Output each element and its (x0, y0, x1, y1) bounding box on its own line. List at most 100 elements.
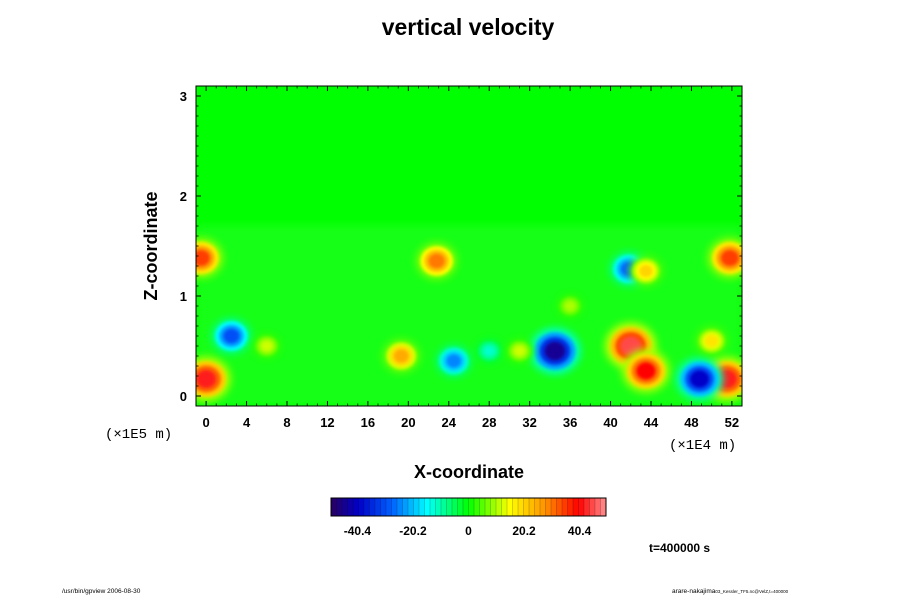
y-tick-label: 3 (180, 89, 187, 104)
x-tick-label: 4 (243, 415, 251, 430)
colorbar-cell (589, 498, 596, 516)
field-feature (556, 294, 584, 318)
x-tick-label: 52 (725, 415, 739, 430)
field-feature (529, 327, 581, 375)
colorbar-cell (441, 498, 447, 516)
colorbar-cell (556, 498, 563, 516)
footer-author: arare-nakajima (672, 588, 716, 595)
feature-contour (223, 328, 240, 344)
colorbar-tick-label: -20.2 (399, 524, 427, 538)
colorbar-cell (402, 498, 409, 516)
feature-contour (636, 362, 656, 380)
colorbar-cell (540, 498, 546, 516)
colorbar-cell (435, 498, 442, 516)
colorbar-cell (578, 498, 585, 516)
field-feature (435, 344, 473, 378)
colorbar-cell (347, 498, 354, 516)
colorbar-cell (446, 498, 453, 516)
colorbar-cell (336, 498, 343, 516)
y-scale-label: (×1E5 m) (105, 427, 172, 443)
colorbar-cell (518, 498, 524, 516)
feature-contour (196, 249, 210, 267)
field-feature (252, 333, 281, 359)
colorbar-cell (595, 498, 601, 516)
x-tick-label: 48 (684, 415, 698, 430)
feature-contour (639, 264, 653, 278)
x-scale-label: (×1E4 m) (669, 438, 736, 454)
colorbar-cell (562, 498, 568, 516)
footer-source: arare-nakajima03_Kessler_TF5.nc@VelZ,t=4… (672, 588, 788, 595)
field-feature (211, 317, 252, 355)
colorbar-cell (496, 498, 502, 516)
x-tick-label: 0 (202, 415, 209, 430)
colorbar-cell (584, 498, 590, 516)
colorbar-cell (468, 498, 475, 516)
field-feature (622, 349, 670, 393)
feature-contour (393, 349, 409, 363)
x-tick-label: 12 (320, 415, 334, 430)
y-tick-label: 2 (180, 189, 187, 204)
field-feature (196, 237, 224, 279)
x-tick-label: 44 (644, 415, 659, 430)
feature-contour (544, 341, 566, 361)
colorbar-cell (419, 498, 425, 516)
colorbar-cell (364, 498, 370, 516)
x-axis-label: X-coordinate (414, 462, 524, 482)
colorbar-cell (342, 498, 348, 516)
colorbar-cell (512, 498, 519, 516)
colorbar-cell (551, 498, 557, 516)
feature-layer (196, 237, 742, 402)
colorbar-cell (457, 498, 464, 516)
colorbar-cell (397, 498, 403, 516)
field-feature (707, 237, 742, 279)
colorbar-cell (358, 498, 365, 516)
colorbar-tick-label: 0 (465, 524, 472, 538)
y-axis-label: Z-coordinate (141, 191, 161, 300)
colorbar-cell (386, 498, 392, 516)
feature-contour (483, 345, 495, 357)
colorbar-cell (567, 498, 574, 516)
colorbar-tick-label: 40.4 (568, 524, 592, 538)
colorbar-cell (600, 498, 607, 516)
feature-contour (705, 335, 719, 347)
feature-contour (446, 354, 462, 368)
feature-contour (564, 301, 576, 311)
field-feature (675, 357, 724, 401)
heatmap-field (196, 86, 742, 406)
x-tick-label: 8 (283, 415, 290, 430)
field-feature (382, 339, 420, 373)
colorbar-cell (534, 498, 541, 516)
x-tick-label: 40 (603, 415, 617, 430)
time-label: t=400000 s (649, 541, 711, 555)
colorbar-cell (375, 498, 381, 516)
y-tick-label: 1 (180, 289, 187, 304)
feature-contour (196, 370, 216, 388)
x-tick-label: 24 (442, 415, 457, 430)
colorbar-cell (430, 498, 436, 516)
y-tick-label: 0 (180, 389, 187, 404)
field-feature (505, 338, 534, 364)
footer-command: /usr/bin/gpview 2006-08-30 (62, 588, 141, 595)
x-axis: 0 4 8 12 16 20 24 28 32 36 40 44 48 52 (202, 86, 739, 430)
colorbar-cell (479, 498, 486, 516)
colorbar-cell (474, 498, 480, 516)
colorbar-cell (485, 498, 491, 516)
x-tick-label: 32 (522, 415, 536, 430)
colorbar-cell (408, 498, 414, 516)
chart-title: vertical velocity (381, 14, 555, 40)
footer-file: 03_Kessler_TF5.nc@VelZ,t=400000 (715, 589, 789, 594)
colorbar-cell (369, 498, 376, 516)
colorbar-cell (573, 498, 579, 516)
colorbar-tick-label: -40.4 (344, 524, 372, 538)
x-tick-label: 36 (563, 415, 577, 430)
colorbar-cell (391, 498, 398, 516)
feature-contour (689, 370, 710, 388)
colorbar-cell (353, 498, 359, 516)
colorbar-cell (331, 498, 337, 516)
colorbar-cell (501, 498, 508, 516)
field-feature (475, 338, 504, 364)
colorbar-cell (523, 498, 530, 516)
colorbar-cell (380, 498, 387, 516)
colorbar-cell (413, 498, 420, 516)
